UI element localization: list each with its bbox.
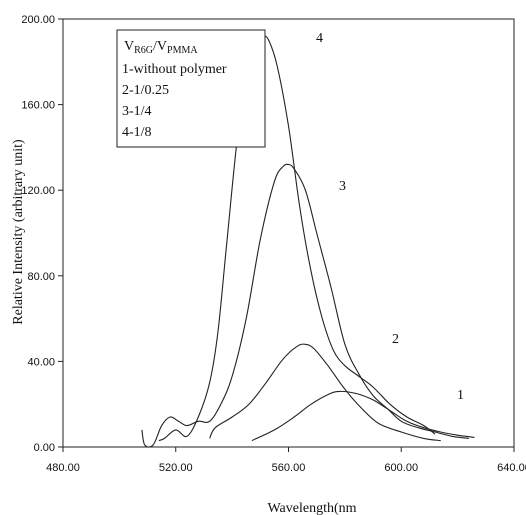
x-tick-label: 520.00	[159, 462, 193, 474]
series-3-line	[141, 163, 469, 448]
legend-title-subscript: R6G	[134, 45, 153, 56]
series-4-line	[158, 35, 436, 442]
y-tick-label: 40.00	[27, 356, 55, 368]
y-tick-label: 160.00	[21, 100, 55, 112]
legend-entry: 3-1/4	[122, 104, 152, 119]
curves	[141, 35, 475, 448]
y-tick-label: 80.00	[27, 271, 55, 283]
axes: 480.00 520.00 560.00 600.00 640.00 0.00 40.00 8…	[21, 14, 526, 474]
x-tick-label: 640.00	[497, 462, 526, 474]
series-labels: 1 2 3 4	[316, 31, 464, 403]
series-2-label: 2	[392, 332, 399, 347]
series-1-line	[251, 390, 475, 442]
x-tick-label: 480.00	[46, 462, 80, 474]
legend-entry: 1-without polymer	[122, 62, 227, 77]
legend-title-part: /V	[153, 39, 167, 54]
x-tick-label: 600.00	[384, 462, 418, 474]
legend: VR6G/VPMMA 1-without polymer 2-1/0.25 3-1/4…	[116, 29, 266, 148]
series-3-label: 3	[339, 179, 346, 194]
series-1-label: 1	[457, 388, 464, 403]
legend-entry: 2-1/0.25	[122, 83, 169, 98]
legend-title-subscript: PMMA	[167, 45, 198, 56]
y-tick-label: 200.00	[21, 14, 55, 26]
legend-title-part: V	[124, 39, 134, 54]
series-2-line	[209, 343, 441, 442]
x-axis-title: Wavelength(nm	[267, 501, 356, 515]
x-tick-label: 560.00	[272, 462, 306, 474]
y-tick-label: 0.00	[34, 442, 55, 454]
series-4-label: 4	[316, 31, 323, 46]
y-tick-label: 120.00	[21, 185, 55, 197]
legend-box	[116, 29, 266, 148]
legend-title: VR6G/VPMMA	[124, 39, 198, 56]
legend-entry: 4-1/8	[122, 125, 152, 140]
y-axis-title: Relative Intensity (arbitrary unit)	[11, 139, 26, 325]
